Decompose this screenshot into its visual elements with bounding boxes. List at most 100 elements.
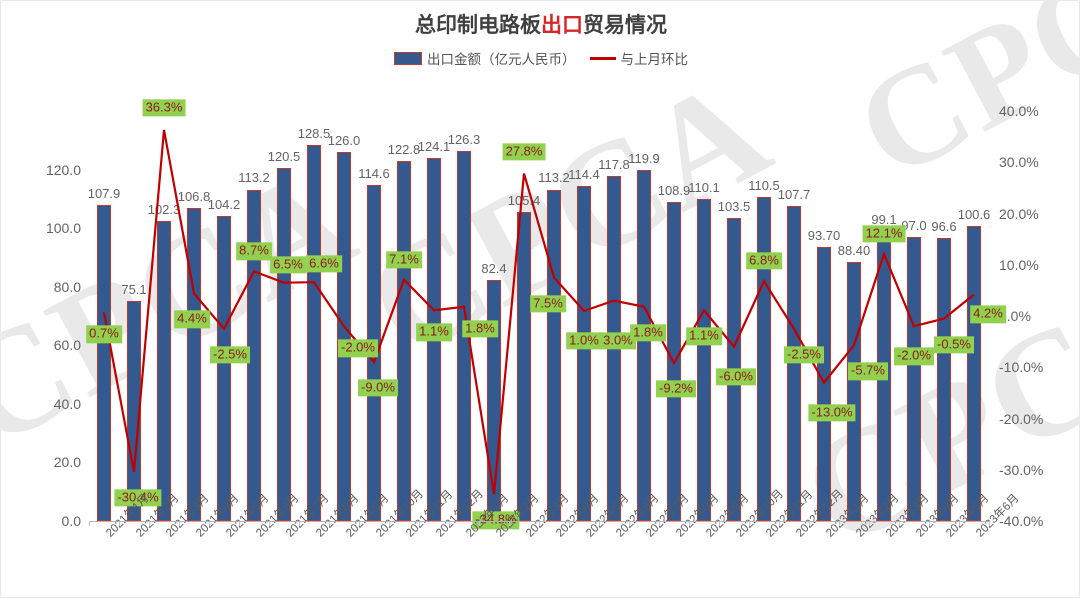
bar[interactable] bbox=[937, 238, 951, 521]
percent-label: -30.4% bbox=[114, 489, 162, 507]
legend-item-bar[interactable]: 出口金额（亿元人民币） bbox=[394, 48, 576, 68]
x-axis-label: 2022年3月 bbox=[522, 492, 571, 540]
x-axis-label: 2022年11月 bbox=[762, 488, 815, 540]
x-axis-tick bbox=[629, 521, 630, 526]
x-axis-tick bbox=[749, 521, 750, 526]
x-axis-tick bbox=[449, 521, 450, 526]
x-axis-label: 2022年1月 bbox=[462, 492, 511, 540]
x-axis-tick bbox=[869, 521, 870, 526]
x-axis-tick bbox=[329, 521, 330, 526]
x-axis-label: 2021年11月 bbox=[402, 488, 455, 540]
bar[interactable] bbox=[517, 212, 531, 521]
x-axis-tick bbox=[659, 521, 660, 526]
y-axis-right-tick: -20.0% bbox=[999, 410, 1044, 427]
y-axis-right-tick: -10.0% bbox=[999, 359, 1044, 376]
bar[interactable] bbox=[547, 189, 561, 521]
bar-series: 107.9 75.1 102.3 106.8 104.2 113.2 120.5 128.5 1… bbox=[87, 111, 990, 521]
y-axis-right-tick: 40.0% bbox=[999, 103, 1039, 119]
percent-label: -34.8% bbox=[472, 511, 520, 529]
legend-label-line: 与上月环比 bbox=[620, 52, 689, 67]
percent-label: -0.5% bbox=[934, 335, 974, 354]
bar-value-label: 114.6 bbox=[358, 166, 390, 182]
x-axis-label: 2021年7月 bbox=[282, 492, 331, 540]
x-axis-label: 2021年3月 bbox=[162, 492, 211, 540]
x-axis-label: 2021年12月 bbox=[432, 488, 486, 540]
bar[interactable] bbox=[307, 144, 321, 521]
percent-label: -6.0% bbox=[716, 368, 756, 386]
percent-label: 4.4% bbox=[174, 310, 210, 329]
chart-title-prefix: 总印制电路板 bbox=[415, 14, 541, 37]
chart-title: 总印制电路板出口贸易情况 bbox=[1, 9, 1080, 39]
legend-item-line[interactable]: 与上月环比 bbox=[589, 48, 689, 68]
line-series bbox=[102, 129, 975, 495]
y-axis-right-tick: 20.0% bbox=[999, 205, 1039, 222]
bar-swatch-icon bbox=[394, 51, 422, 65]
bar-value-label: 126.3 bbox=[447, 132, 481, 148]
percent-label: -2.5% bbox=[784, 346, 824, 364]
x-axis-label: 2022年12月 bbox=[792, 488, 846, 540]
bar-value-label: 117.8 bbox=[598, 157, 630, 172]
bar-value-label: 113.2 bbox=[238, 170, 270, 186]
x-axis-label: 2021年2月 bbox=[132, 492, 181, 540]
bar-value-label: 110.5 bbox=[748, 178, 780, 194]
bar-value-label: 124.1 bbox=[417, 138, 451, 154]
bar-value-label: 82.4 bbox=[481, 260, 507, 276]
x-axis-tick bbox=[719, 521, 720, 526]
y-axis-left-tick: 80.0 bbox=[53, 278, 81, 295]
percent-label: 0.7% bbox=[86, 325, 122, 344]
x-axis-tick bbox=[119, 521, 120, 526]
y-axis-left-tick: 40.0 bbox=[53, 395, 81, 412]
percent-label: -9.0% bbox=[358, 379, 398, 397]
x-axis-label: 2023年3月 bbox=[882, 492, 931, 540]
y-axis-left-tick: 120.0 bbox=[45, 161, 81, 178]
bar[interactable] bbox=[847, 262, 861, 521]
bar-value-label: 108.9 bbox=[657, 183, 691, 199]
bar-value-label: 103.5 bbox=[717, 198, 751, 214]
legend-label-bar: 出口金额（亿元人民币） bbox=[427, 52, 576, 67]
x-axis-label: 2021年10月 bbox=[372, 488, 426, 540]
x-axis-tick bbox=[419, 521, 420, 526]
bar-value-label: 107.9 bbox=[87, 186, 121, 201]
x-axis-label: 2021年5月 bbox=[222, 492, 271, 540]
percent-label: 1.8% bbox=[630, 324, 666, 342]
percent-label: 6.6% bbox=[306, 255, 342, 273]
percent-label: 1.1% bbox=[686, 327, 722, 346]
bar[interactable] bbox=[157, 221, 171, 521]
bar-value-label: 110.1 bbox=[688, 179, 720, 195]
x-axis-tick bbox=[569, 521, 570, 526]
x-axis-label: 2021年1月 bbox=[102, 492, 151, 540]
percent-label: 7.1% bbox=[386, 250, 422, 269]
x-axis-tick bbox=[269, 521, 270, 526]
x-axis-tick bbox=[89, 521, 90, 526]
bar[interactable] bbox=[187, 208, 201, 521]
bar[interactable] bbox=[907, 236, 921, 521]
x-axis-label: 2023年1月 bbox=[822, 492, 871, 540]
bar[interactable] bbox=[967, 226, 981, 521]
x-axis-tick bbox=[959, 521, 960, 526]
bar-value-label: 113.2 bbox=[538, 170, 570, 186]
bar[interactable] bbox=[637, 169, 651, 521]
plot-area: 107.9 75.1 102.3 106.8 104.2 113.2 120.5 128.5 1… bbox=[86, 99, 1006, 529]
line-swatch-icon bbox=[589, 56, 616, 60]
y-axis-right-tick: -40.0% bbox=[999, 513, 1044, 529]
bar[interactable] bbox=[697, 198, 711, 521]
x-axis-tick bbox=[299, 521, 300, 526]
bar[interactable] bbox=[217, 215, 231, 521]
percent-label: -13.0% bbox=[808, 403, 856, 422]
bar-value-label: 128.5 bbox=[297, 125, 331, 141]
line-path bbox=[102, 129, 975, 495]
percent-label: 12.1% bbox=[862, 225, 906, 243]
bar[interactable] bbox=[757, 197, 771, 521]
x-axis-label: 2021年8月 bbox=[312, 492, 361, 540]
y-axis-left-tick: 0.0 bbox=[61, 513, 81, 529]
y-axis-right: -40.0% -30.0% -20.0% -10.0% 0.0% 10.0% 20.0% 30… bbox=[999, 103, 1079, 529]
bar-value-label: 120.5 bbox=[267, 149, 301, 165]
bar-value-label: 106.8 bbox=[177, 189, 211, 205]
bar[interactable] bbox=[337, 152, 351, 521]
y-axis-right-tick: 10.0% bbox=[999, 256, 1039, 273]
x-axis-tick bbox=[689, 521, 690, 526]
bar[interactable] bbox=[577, 185, 591, 521]
percent-label: -2.5% bbox=[210, 346, 250, 364]
bar[interactable] bbox=[97, 205, 111, 521]
